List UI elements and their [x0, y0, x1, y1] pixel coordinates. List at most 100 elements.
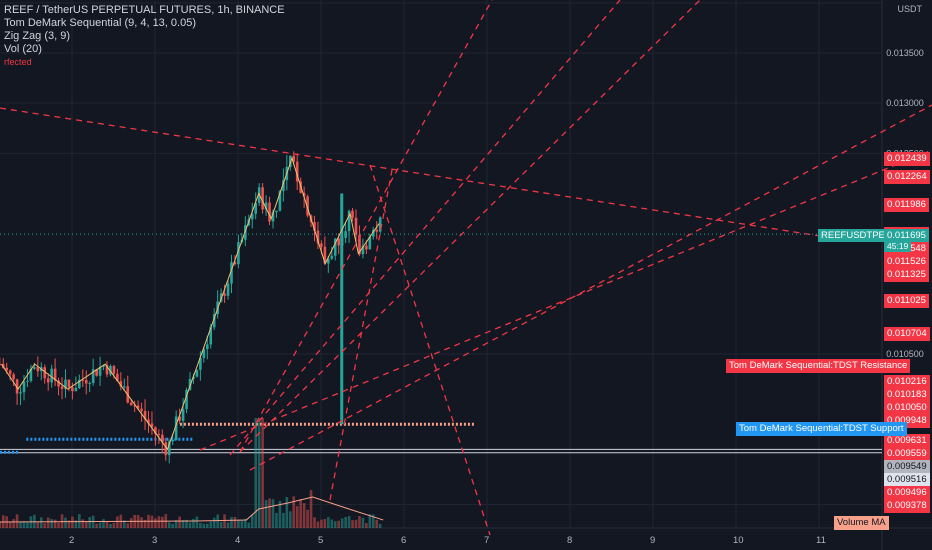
candle-body [60, 386, 64, 389]
trendline [239, 0, 493, 453]
legend-indicator-zigzag[interactable]: Zig Zag (3, 9) [4, 30, 71, 42]
candle-body [327, 258, 330, 264]
volume-bar [60, 514, 64, 528]
candle-body [95, 369, 98, 376]
price-tag: 0.009378 [884, 499, 930, 514]
volume-bar [275, 512, 278, 528]
legend-title[interactable]: REEF / TetherUS PERPETUAL FUTURES, 1h, B… [4, 4, 285, 16]
volume-bar [337, 520, 341, 528]
price-tag: 0.009516 [884, 473, 930, 488]
candle-body [78, 379, 81, 388]
candle-body [91, 369, 95, 384]
volume-bar [226, 522, 230, 528]
volume-bar [340, 518, 344, 528]
candle-body [147, 419, 150, 424]
candle-body [365, 245, 368, 250]
candle-body [36, 367, 40, 372]
volume-bar [295, 506, 299, 528]
candle-body [8, 370, 12, 375]
volume-bar [371, 514, 375, 528]
legend-indicator-td[interactable]: Tom DeMark Sequential (9, 4, 13, 0.05) [4, 17, 196, 29]
tdst-resistance-label: Tom DeMark Sequential:TDST Resistance [726, 359, 911, 373]
volume-bar [122, 520, 126, 528]
candle-body [33, 367, 36, 369]
trendline [329, 169, 393, 501]
volume-bar [98, 522, 102, 528]
price-tick-label: 0.013000 [886, 98, 924, 108]
volume-bar [292, 496, 296, 528]
candle-body [178, 416, 181, 421]
volume-bar [250, 514, 254, 528]
time-tick-label: 8 [567, 535, 573, 546]
volume-bar [205, 523, 209, 528]
candle-body [358, 234, 361, 255]
current-price-tag: 0.011695 [884, 229, 929, 242]
candle-body [185, 389, 188, 410]
trendline [369, 164, 491, 536]
volume-bar [8, 521, 12, 528]
volume-bar [199, 522, 202, 528]
candle-body [161, 434, 164, 443]
chart-legend: REEF / TetherUS PERPETUAL FUTURES, 1h, B… [4, 4, 285, 69]
trendline [229, 0, 621, 456]
volume-bar [43, 523, 47, 528]
volume-bar [67, 520, 71, 528]
candle-body [143, 410, 147, 420]
price-tick-label: 0.010500 [886, 349, 924, 359]
candle-body [371, 229, 375, 237]
candle-body [347, 210, 351, 232]
volume-bar [244, 518, 247, 528]
candle-body [351, 210, 354, 218]
volume-bar [129, 517, 133, 528]
trendline [239, 0, 701, 453]
candle-body [323, 246, 327, 264]
currency-label: USDT [897, 4, 923, 14]
volume-bar [216, 514, 219, 528]
trendline [0, 107, 821, 237]
candle-body [188, 379, 192, 390]
time-tick-label: 3 [152, 535, 158, 546]
volume-bar [375, 520, 379, 528]
volume-bar [140, 517, 143, 528]
candle-body [88, 383, 92, 385]
tdst-support-label: Tom DeMark Sequential:TDST Support [736, 422, 907, 436]
candle-body [202, 349, 206, 358]
volume-bar [171, 523, 175, 528]
candle-body [209, 327, 213, 345]
candle-body [306, 196, 309, 216]
candle-body [109, 365, 112, 375]
volume-bar [0, 521, 2, 528]
price-tag: 0.010050 [884, 401, 930, 416]
volume-bar [330, 519, 334, 528]
price-tag: 0.012439 [884, 152, 930, 167]
candle-body [98, 366, 102, 376]
legend-indicator-vol[interactable]: Vol (20) [4, 43, 42, 55]
candle-body [15, 379, 19, 394]
candle-body [67, 379, 71, 388]
volume-bar [174, 520, 178, 528]
volume-bar [257, 418, 261, 528]
volume-bar [247, 522, 251, 528]
price-tick-label: 0.013500 [886, 48, 924, 58]
candle-body [226, 283, 230, 296]
volume-bar [223, 514, 226, 528]
volume-bar [233, 516, 237, 528]
volume-bar [202, 523, 206, 528]
candle-body [164, 442, 168, 456]
zigzag-line [1, 156, 380, 451]
trendline [249, 104, 932, 471]
volume-bar [161, 516, 164, 528]
volume-bar [230, 516, 233, 528]
candle-body [71, 387, 74, 392]
candle-body [250, 213, 254, 220]
volume-bar [378, 523, 382, 528]
candle-body [64, 379, 67, 389]
volume-bar [268, 498, 271, 528]
candle-body [74, 387, 78, 392]
volume-bar [15, 514, 19, 528]
volume-bar [316, 521, 320, 528]
time-tick-label: 9 [650, 535, 656, 546]
volume-bar [84, 521, 88, 528]
volume-bar [320, 519, 323, 528]
